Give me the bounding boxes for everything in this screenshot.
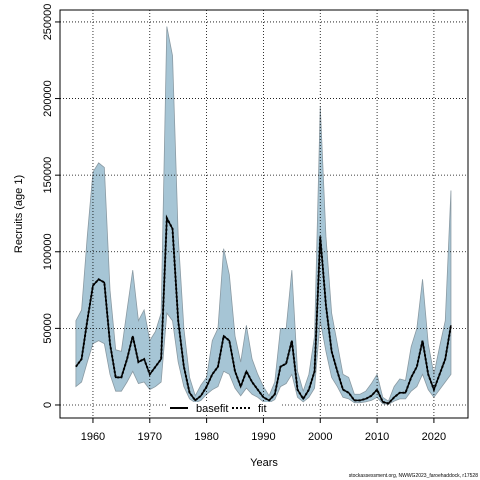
y-axis-label: Recruits (age 1)	[13, 175, 25, 253]
y-tick-label: 150000	[42, 157, 54, 194]
confidence-band	[75, 26, 452, 405]
legend-label: fit	[258, 403, 267, 415]
y-tick-label: 200000	[42, 80, 54, 117]
x-axis-label: Years	[250, 457, 278, 469]
y-tick-label: 50000	[42, 313, 54, 344]
legend-box	[166, 402, 282, 415]
x-tick-label: 2020	[422, 431, 446, 443]
x-tick-label: 1980	[194, 431, 218, 443]
y-tick-label: 250000	[42, 4, 54, 41]
x-tick-label: 2010	[365, 431, 389, 443]
footer: stockassessment.org, NWWG2023_faroehaddo…	[349, 473, 478, 479]
legend-label: basefit	[196, 403, 228, 415]
y-tick-label: 0	[42, 402, 54, 408]
x-tick-label: 1970	[138, 431, 162, 443]
y-tick-label: 100000	[42, 233, 54, 270]
x-tick-label: 1990	[251, 431, 275, 443]
line	[75, 214, 452, 405]
x-tick-label: 1960	[81, 431, 105, 443]
x-tick-label: 2000	[308, 431, 332, 443]
plot-frame	[59, 9, 469, 419]
